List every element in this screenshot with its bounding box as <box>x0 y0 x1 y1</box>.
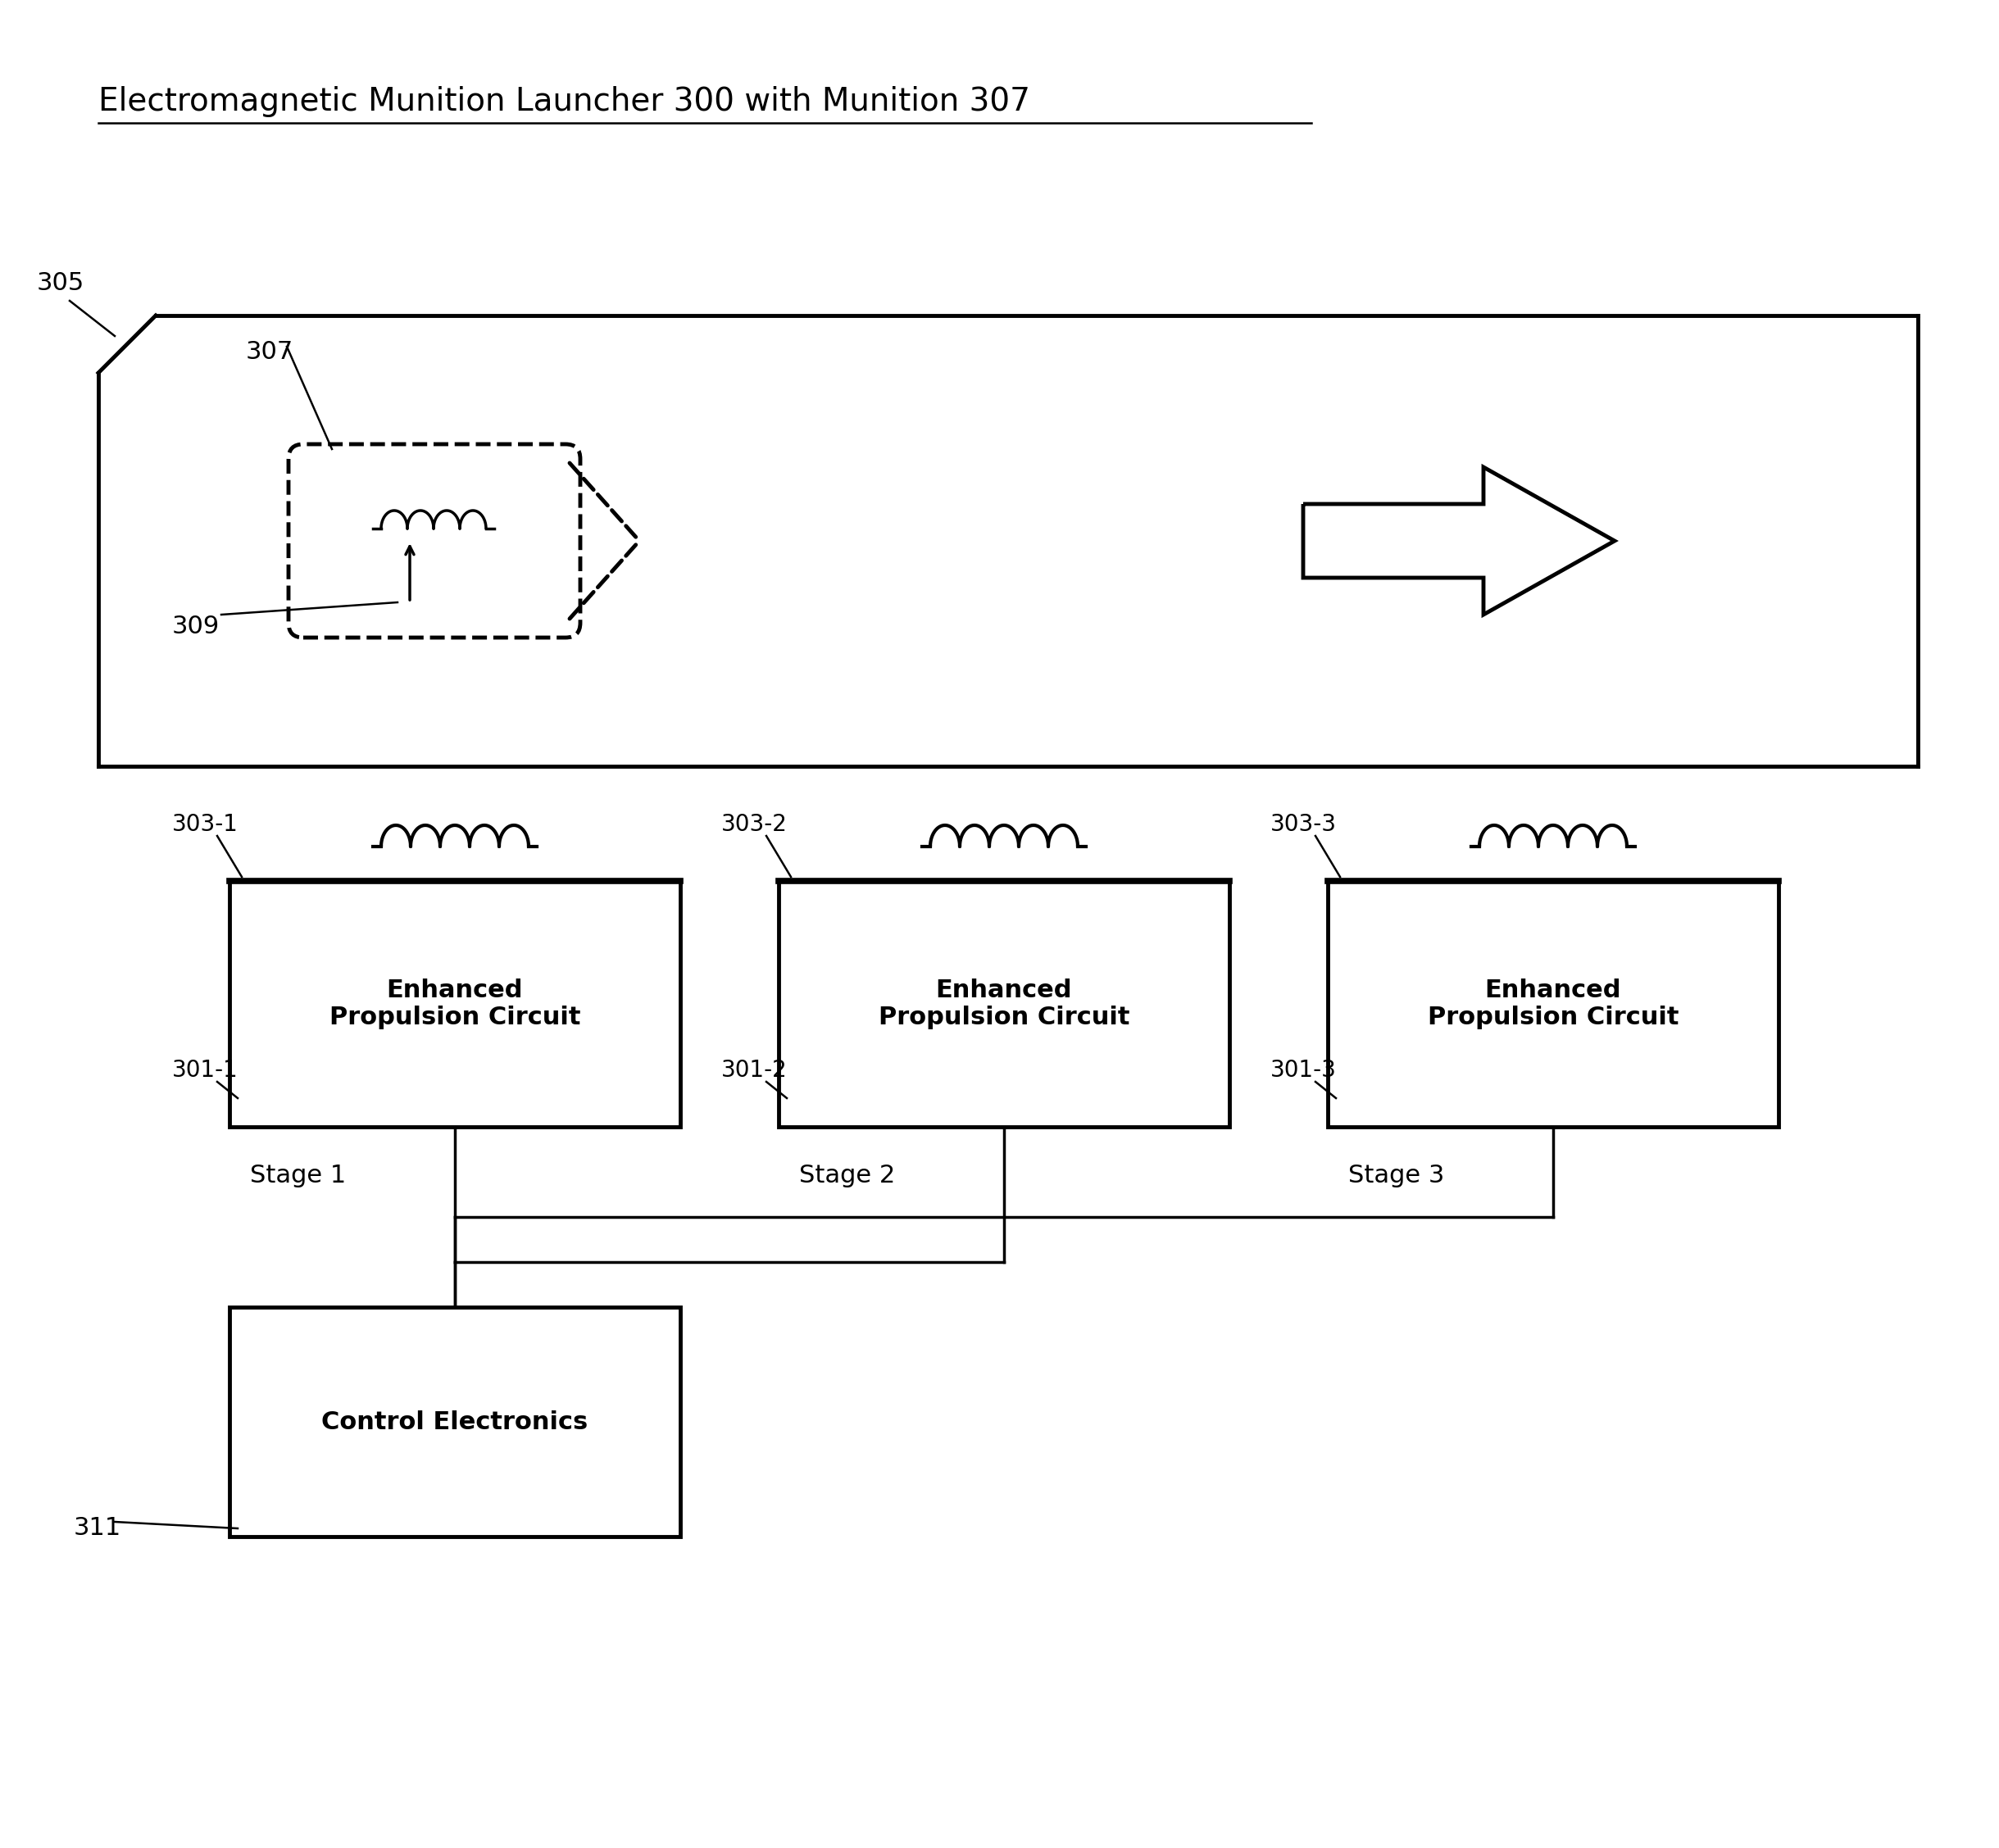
Text: 305: 305 <box>36 272 84 296</box>
Text: 301-3: 301-3 <box>1271 1059 1337 1081</box>
Polygon shape <box>1303 468 1615 615</box>
Bar <box>230 1307 680 1536</box>
Text: 301-1: 301-1 <box>172 1059 238 1081</box>
Text: Enhanced
Propulsion Circuit: Enhanced Propulsion Circuit <box>878 978 1129 1029</box>
Bar <box>780 881 1229 1127</box>
Text: Stage 2: Stage 2 <box>800 1164 896 1188</box>
Text: Enhanced
Propulsion Circuit: Enhanced Propulsion Circuit <box>1427 978 1679 1029</box>
Bar <box>230 881 680 1127</box>
Text: 303-1: 303-1 <box>172 813 238 835</box>
Bar <box>1327 881 1779 1127</box>
Text: 311: 311 <box>74 1515 122 1539</box>
Text: 303-3: 303-3 <box>1271 813 1337 835</box>
Text: 301-2: 301-2 <box>722 1059 788 1081</box>
Text: 309: 309 <box>172 615 220 638</box>
Text: 307: 307 <box>246 340 294 364</box>
Text: 303-2: 303-2 <box>722 813 788 835</box>
Text: Control Electronics: Control Electronics <box>322 1410 588 1434</box>
Text: Enhanced
Propulsion Circuit: Enhanced Propulsion Circuit <box>330 978 580 1029</box>
Text: Stage 1: Stage 1 <box>250 1164 346 1188</box>
FancyBboxPatch shape <box>288 444 580 638</box>
Text: Stage 3: Stage 3 <box>1347 1164 1445 1188</box>
Text: Electromagnetic Munition Launcher 300 with Munition 307: Electromagnetic Munition Launcher 300 wi… <box>98 87 1029 116</box>
